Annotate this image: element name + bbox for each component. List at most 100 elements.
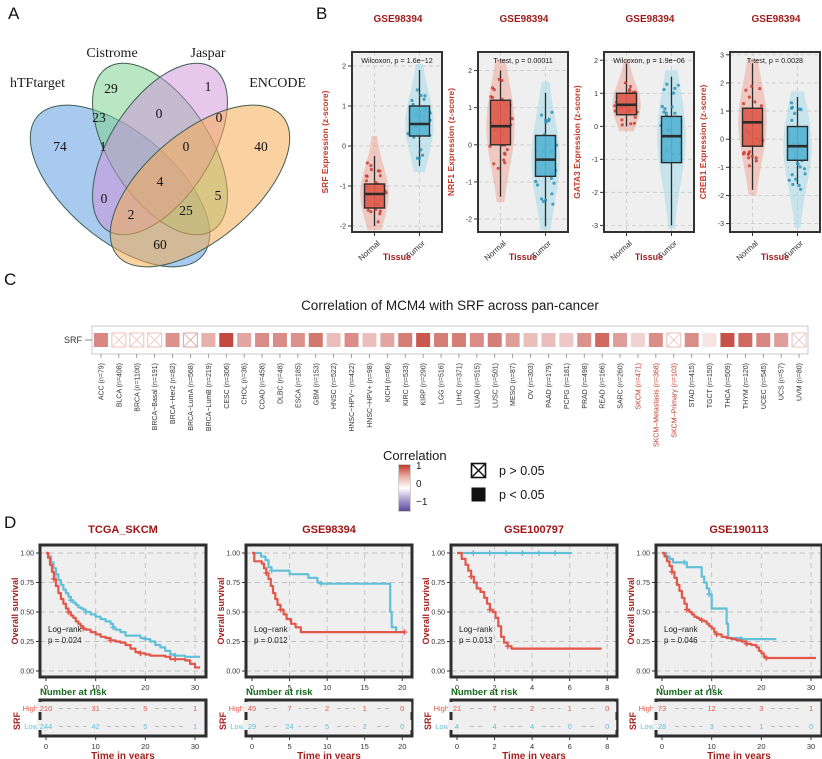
risk-count: 0 <box>400 722 404 731</box>
km-curve <box>46 551 200 658</box>
jitter-dot <box>419 148 423 152</box>
pvalue-label: p = 0.013 <box>459 636 493 645</box>
jitter-dot <box>366 208 370 212</box>
jitter-dot <box>417 156 421 160</box>
risk-x-tick-label: 0 <box>660 742 664 751</box>
risk-count: 210 <box>40 704 53 713</box>
risk-row-label: Low <box>435 722 449 731</box>
y-tick-label: 1 <box>468 105 472 112</box>
heatmap-column-label: BRCA−LumB (n=219) <box>206 363 213 431</box>
jitter-dot <box>489 95 493 99</box>
y-axis-label: GATA3 Expression (z-score) <box>572 85 582 199</box>
venn-region-count: 1 <box>205 79 212 94</box>
heatmap-cell <box>165 333 180 347</box>
heatmap-column-label: HNSC−HPV− (n=422) <box>349 363 356 432</box>
risk-x-tick-label: 20 <box>398 742 406 751</box>
jitter-dot <box>550 110 554 114</box>
venn-region-count: 4 <box>157 174 164 189</box>
risk-count: 0 <box>400 704 404 713</box>
legend-item-significant: p < 0.05 <box>470 486 545 503</box>
x-tick-label: 20 <box>141 683 149 692</box>
heatmap-cell <box>201 333 216 347</box>
jitter-dot <box>503 161 507 165</box>
y-tick-label: 0 <box>720 137 724 144</box>
jitter-dot <box>742 102 746 106</box>
risk-x-tick-label: 0 <box>250 742 254 751</box>
venn-ellipses <box>29 62 291 268</box>
y-tick-label: 1 <box>594 91 598 98</box>
y-tick-label: -3 <box>592 223 598 230</box>
risk-count: 1 <box>193 722 197 731</box>
jitter-dot <box>535 183 540 187</box>
y-tick-label: -1 <box>718 165 724 172</box>
jitter-dot <box>759 104 763 108</box>
risk-count: 2 <box>530 704 534 713</box>
jitter-dot <box>790 105 795 109</box>
heatmap-cell <box>505 333 520 347</box>
risk-row-label: Low <box>24 722 38 731</box>
jitter-dot <box>791 182 795 187</box>
number-at-risk-header: Number at risk <box>656 687 723 698</box>
x-tick-label: 4 <box>530 683 534 692</box>
x-tick-label: 30 <box>807 683 815 692</box>
x-axis-label: Tissue <box>509 252 537 262</box>
jitter-dot <box>758 87 762 91</box>
risk-count: 3 <box>759 704 763 713</box>
y-tick-label: -3 <box>718 221 724 228</box>
y-tick-label: -1 <box>592 157 598 164</box>
x-tick-label: 10 <box>323 683 331 692</box>
heatmap-cell <box>774 333 789 347</box>
risk-group-label: SRF <box>628 711 638 730</box>
risk-x-tick-label: 0 <box>455 742 459 751</box>
y-axis-label: NRF1 Expression (z-score) <box>446 88 456 196</box>
jitter-dot <box>676 83 680 87</box>
km-plot-title: GSE100797 <box>504 524 564 536</box>
heatmap-cell <box>219 333 234 347</box>
jitter-dot <box>419 93 423 97</box>
risk-count: 5 <box>143 722 147 731</box>
y-tick-label: 0.00 <box>20 669 34 676</box>
violin-group <box>486 59 560 231</box>
risk-count: 2 <box>325 704 329 713</box>
heatmap-cell <box>487 333 502 347</box>
heatmap-column-label: LIHC (n=371) <box>456 363 463 405</box>
risk-count: 2 <box>363 722 367 731</box>
violin-plot-title: GSE98394 <box>499 14 549 25</box>
stat-annotation: Wilcoxon, p = 1.6e−12 <box>361 56 433 65</box>
heatmap-column-label: PAAD (n=179) <box>546 363 553 408</box>
gradient-tick-neg1: −1 <box>416 497 428 508</box>
jitter-dot <box>496 166 500 170</box>
risk-count: 7 <box>287 704 291 713</box>
jitter-dot <box>796 162 800 166</box>
heatmap-cell <box>434 333 449 347</box>
heatmap-cell <box>559 333 574 347</box>
jitter-dot <box>373 180 378 184</box>
jitter-dot <box>544 118 548 122</box>
heatmap-cell <box>702 333 717 347</box>
number-at-risk-header: Number at risk <box>246 687 313 698</box>
heatmap-cell <box>541 333 556 347</box>
y-tick-label: 1 <box>342 104 346 111</box>
risk-group-label: SRF <box>218 711 228 730</box>
jitter-dot <box>620 123 624 127</box>
risk-x-tick-label: 20 <box>757 742 765 751</box>
jitter-dot <box>673 86 677 90</box>
venn-region-count: 23 <box>92 110 106 125</box>
risk-x-tick-label: 10 <box>92 742 100 751</box>
risk-x-tick-label: 8 <box>605 742 609 751</box>
risk-count: 5 <box>143 704 147 713</box>
stat-annotation: T-test, p = 0.0028 <box>747 56 803 65</box>
x-tick-label: 15 <box>361 683 369 692</box>
jitter-dot <box>753 100 757 104</box>
km-plot-title: TCGA_SKCM <box>88 524 158 536</box>
x-axis-label: Tissue <box>761 252 789 262</box>
jitter-dot <box>665 82 669 86</box>
heatmap-column-label: SARC (n=260) <box>618 363 625 409</box>
jitter-dot <box>365 174 369 178</box>
jitter-dot <box>369 167 373 172</box>
venn-diagram: hTFtarget Cistrome Jaspar ENCODE 74 29 1… <box>10 46 306 268</box>
x-category-label: Normal <box>483 239 508 263</box>
risk-count: 31 <box>92 704 100 713</box>
